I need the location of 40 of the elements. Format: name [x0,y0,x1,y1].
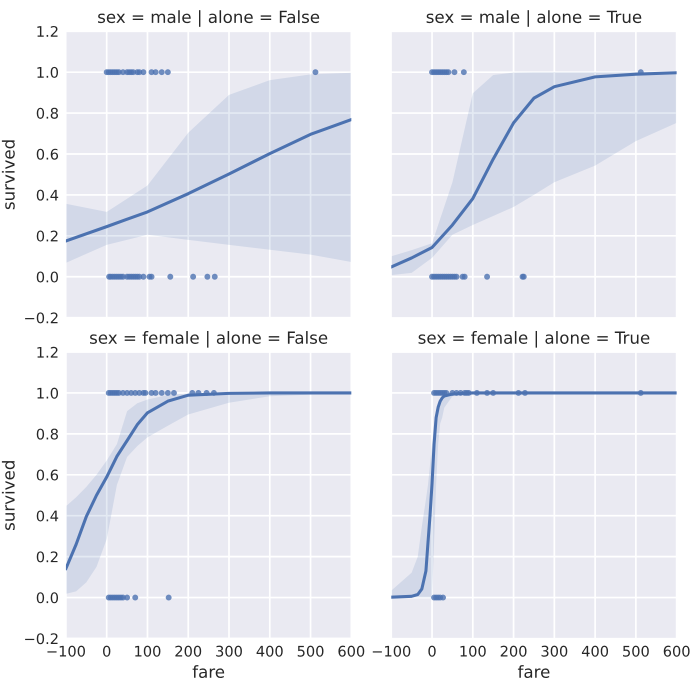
x-tick-label: 600 [338,646,364,657]
x-tick-label: −100 [47,646,85,657]
y-tick-label: 0.6 [36,148,58,160]
x-tick-label: 300 [542,646,568,657]
chart-title: sex = female | alone = False [90,330,328,348]
x-tick-label: 0 [428,646,436,657]
x-tick-label: 200 [500,646,527,657]
y-tick-label: 0.0 [36,271,58,282]
y-tick-label: 0.8 [36,428,58,440]
x-tick-label: 200 [175,646,202,657]
y-tick-label: 0.4 [36,190,58,201]
chart-title: sex = male | alone = False [98,10,320,27]
x-tick-label: 300 [216,646,242,657]
y-tick-label: 1.2 [37,346,58,358]
x-tick-label: −100 [372,646,410,657]
y-axis-title: survived [2,140,15,210]
y-axis-title: survived [2,461,15,530]
x-tick-label: 500 [298,646,324,657]
y-tick-label: 1.2 [37,26,58,37]
y-tick-label: −0.2 [25,312,58,324]
y-tick-label: 0.8 [36,108,58,119]
x-axis-title: fare [192,665,224,678]
chart-title: sex = male | alone = True [426,10,642,27]
y-tick-label: −0.2 [25,633,58,644]
x-tick-label: 100 [460,646,486,657]
y-tick-label: 1.0 [37,66,58,78]
x-tick-label: 400 [582,646,608,657]
x-tick-label: 600 [664,646,690,657]
y-tick-label: 0.0 [36,592,58,604]
x-tick-label: 500 [623,646,649,657]
y-tick-label: 0.2 [36,230,58,242]
x-axis-title: fare [518,665,550,678]
chart-title: sex = female | alone = True [418,330,650,348]
x-tick-label: 0 [103,646,110,657]
y-tick-label: 0.2 [36,551,58,562]
x-tick-label: 100 [135,646,160,657]
y-tick-label: 0.6 [36,470,58,481]
y-tick-label: 0.4 [36,510,58,522]
y-tick-label: 1.0 [37,388,58,399]
x-tick-label: 400 [256,646,283,657]
